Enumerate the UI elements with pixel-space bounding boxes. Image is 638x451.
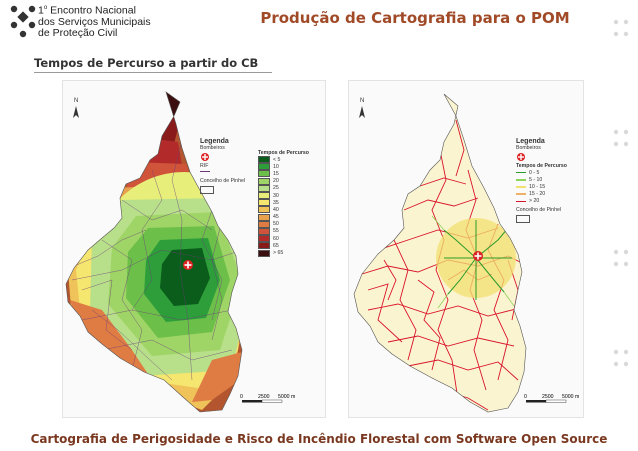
north-arrow-icon: N (359, 98, 365, 118)
scale-label-2: 5000 m (278, 394, 295, 400)
travel-time-legend-left: Tempos de Percurso < 5 10 15 20 25 30 35 40 45 50… (258, 150, 309, 257)
legend-swatch (258, 227, 270, 235)
scale-label-2: 5000 m (562, 394, 579, 400)
legend-class-label: < 5 (273, 156, 281, 163)
legend-swatch (258, 249, 270, 257)
legend-item-bombeiros: Bombeiros (516, 145, 541, 151)
tempos-title: Tempos de Percurso (258, 150, 309, 156)
legend-class-right-4: > 20 (516, 198, 580, 205)
legend-class-left-1: 10 (258, 163, 309, 171)
legend-class-left-11: 60 (258, 235, 309, 243)
legend-class-right-0: 0 - 5 (516, 169, 580, 176)
legend-class-left-0: < 5 (258, 156, 309, 164)
travel-time-map-right: N 0 2500 5000 m (353, 93, 579, 413)
brand-name: 1o Encontro Nacional dos Serviços Munici… (38, 4, 151, 39)
legend-title: Legenda (516, 138, 545, 145)
footer-text: Cartografia de Perigosidade e Risco de I… (30, 432, 608, 446)
legend-class-label: 20 (273, 178, 279, 185)
legend-class-left-6: 35 (258, 199, 309, 207)
fire-station-icon (201, 153, 209, 161)
legend-class-label: 10 - 15 (529, 183, 546, 190)
legend-swatch (258, 213, 270, 221)
svg-text:N: N (360, 98, 364, 104)
legend-class-left-9: 50 (258, 220, 309, 228)
legend-class-label: 50 (273, 221, 279, 228)
legend-class-label: 30 (273, 192, 279, 199)
legend-swatch (258, 235, 270, 243)
legend-swatch (516, 200, 526, 203)
legend-class-label: 60 (273, 235, 279, 242)
fire-station-icon (517, 153, 525, 161)
legend-swatch (516, 193, 526, 195)
legend-class-label: 55 (273, 228, 279, 235)
legend-swatch (516, 178, 526, 181)
legend-class-label: 5 - 10 (529, 176, 543, 183)
north-arrow-icon: N (73, 98, 79, 118)
legend-swatch (258, 170, 270, 178)
legend-class-label: 0 - 5 (529, 169, 540, 176)
legend-class-left-12: 65 (258, 242, 309, 250)
legend-class-left-2: 15 (258, 170, 309, 178)
fire-station-marker (473, 251, 483, 261)
legend-swatch (258, 177, 270, 185)
legend-swatch (258, 184, 270, 192)
legend-class-left-8: 45 (258, 213, 309, 221)
legend-class-left-5: 30 (258, 192, 309, 200)
legend-swatch (258, 220, 270, 228)
legend-class-left-7: 40 (258, 206, 309, 214)
legend-item-concelho: Concelho de Pinhel (516, 206, 561, 213)
legend-item-rif: RIF (200, 163, 209, 169)
legend-swatch (258, 242, 270, 250)
legend-class-label: > 65 (273, 250, 284, 257)
travel-time-map-left: N 0 2500 5000 m (65, 91, 295, 413)
legend-item-concelho: Concelho de Pinhel (200, 178, 245, 184)
legend-class-left-3: 20 (258, 177, 309, 185)
scale-label-0: 0 (524, 394, 527, 400)
legend-class-left-4: 25 (258, 184, 309, 192)
legend-title: Legenda (200, 138, 229, 145)
legend-class-label: 65 (273, 242, 279, 249)
brand-logo (10, 5, 36, 38)
legend-class-label: > 20 (529, 198, 540, 205)
legend-swatch (258, 163, 270, 171)
svg-text:N: N (74, 98, 78, 104)
scale-label-1: 2500 (258, 394, 270, 400)
scale-label-0: 0 (240, 394, 243, 400)
tempos-title: Tempos de Percurso (516, 163, 567, 169)
legend-item-bombeiros: Bombeiros (200, 145, 225, 151)
legend-swatch (258, 206, 270, 214)
legend-swatch (516, 171, 526, 174)
legend-swatch (258, 192, 270, 200)
legend-class-label: 10 (273, 163, 279, 170)
legend-class-label: 45 (273, 214, 279, 221)
legend-class-left-10: 55 (258, 227, 309, 235)
legend-class-left-13: > 65 (258, 249, 309, 257)
legend-class-right-3: 15 - 20 (516, 191, 580, 198)
legend-swatch (258, 199, 270, 207)
legend-swatch (258, 156, 270, 164)
fire-station-marker (183, 260, 193, 270)
legend-class-label: 15 - 20 (529, 191, 546, 198)
legend-class-right-2: 10 - 15 (516, 183, 580, 190)
legend-class-label: 35 (273, 199, 279, 206)
map-legend-left: Legenda Bombeiros RIF Concelho de Pinhel (200, 138, 310, 278)
page-title: Produção de Cartografia para o POM (260, 9, 570, 27)
section-subtitle: Tempos de Percurso a partir do CB (34, 56, 259, 70)
legend-class-label: 40 (273, 206, 279, 213)
decorative-dots (613, 19, 629, 367)
map-legend-right: Legenda Bombeiros Tempos de Percurso 0 -… (516, 138, 580, 223)
scale-label-1: 2500 (542, 394, 554, 400)
subtitle-divider (34, 72, 272, 73)
legend-class-label: 15 (273, 170, 279, 177)
legend-class-label: 25 (273, 185, 279, 192)
legend-class-right-1: 5 - 10 (516, 176, 580, 183)
legend-swatch (516, 186, 526, 188)
